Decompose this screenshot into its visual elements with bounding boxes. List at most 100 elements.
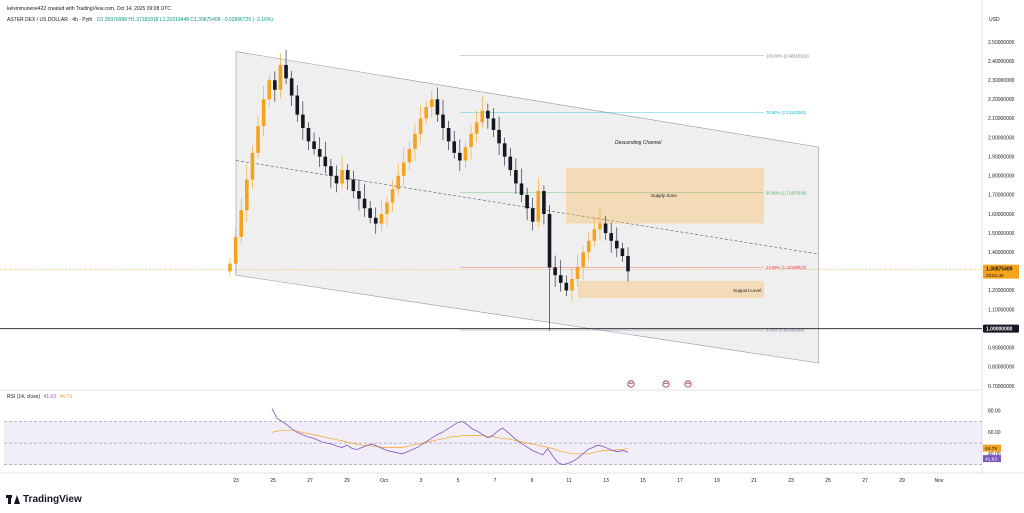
candle-body [379, 214, 384, 224]
candle-body [345, 170, 350, 180]
price-axis-tick: 1.10000000 [988, 307, 1015, 313]
event-flag-icon [662, 380, 670, 388]
currency-label[interactable]: USD [989, 17, 1000, 23]
candle-body [474, 122, 479, 134]
candle-body [469, 133, 473, 148]
price-axis-tick: 2.20000000 [988, 97, 1015, 103]
candle-body [441, 114, 445, 128]
candle-body [530, 208, 535, 222]
price-axis-tick: 1.50000000 [988, 231, 1015, 237]
candle-body [497, 129, 501, 144]
rsi-axis-tick: 80.00 [988, 409, 1001, 415]
candle-body [514, 170, 518, 184]
candle-body [267, 80, 272, 100]
candle-body [452, 141, 457, 153]
rsi-ma-tag [983, 444, 1001, 452]
price-axis-tick: 1.60000000 [988, 212, 1015, 218]
rsi-axis-tick: 40.00 [988, 452, 1001, 458]
candle-body [564, 282, 569, 291]
candle-body [312, 141, 316, 150]
symbol-legend: ASTER DEX / US DOLLAR · 4h · Pyth O1.359… [7, 17, 273, 23]
time-axis-tick: 27 [862, 478, 868, 484]
time-axis-tick: 23 [233, 478, 239, 484]
tradingview-logo-icon [6, 495, 20, 504]
symbol-title[interactable]: ASTER DEX / US DOLLAR · 4h · Pyth [7, 17, 93, 23]
candle-body [368, 208, 372, 218]
time-axis-tick: 25 [270, 478, 276, 484]
candle-body [413, 133, 417, 150]
price-axis-tick: 1.80000000 [988, 174, 1015, 180]
candle-body [570, 278, 574, 291]
candle-body [245, 179, 249, 211]
candle-body [486, 110, 490, 119]
event-flag-icon [685, 382, 691, 384]
level-price-value: 1.00000000 [986, 326, 1013, 332]
candle-body [508, 156, 513, 171]
price-axis-tick: 1.70000000 [988, 193, 1015, 199]
candle-body [239, 210, 244, 237]
candle-body [329, 166, 333, 176]
candle-body [603, 223, 608, 234]
time-axis-tick: 13 [603, 478, 609, 484]
candle-body [323, 156, 328, 167]
fib-level-label: 100.00% (2.42815919) [766, 53, 809, 58]
candle-body [575, 267, 580, 279]
countdown-value: 03:51:45 [986, 273, 1004, 278]
time-axis-tick: 17 [677, 478, 683, 484]
rsi-label[interactable]: RSI (14, close) [7, 394, 41, 400]
candle-body [284, 64, 288, 79]
candle-body [430, 99, 434, 107]
rsi-value: 41.63 [43, 394, 56, 400]
candle-body [306, 128, 311, 142]
rsi-line [271, 408, 629, 466]
candle-body [289, 78, 294, 96]
price-axis-tick: 1.40000000 [988, 250, 1015, 256]
rsi-axis-tick: 60.00 [988, 430, 1001, 436]
candle-body [385, 202, 389, 214]
candle-body [424, 106, 428, 119]
candle-body [390, 189, 395, 203]
candle-body [396, 175, 400, 190]
time-axis-tick: 21 [751, 478, 757, 484]
time-axis-tick: 5 [457, 478, 460, 484]
fib-level-label: 78.60% (2.13153362) [766, 110, 807, 115]
candle-body [598, 223, 602, 230]
candle-body [273, 80, 277, 90]
candle-body [435, 99, 440, 115]
candle-body [407, 149, 412, 163]
candle-body [233, 236, 238, 264]
candle-body [250, 152, 255, 180]
candle-body [334, 175, 339, 184]
candle-body [609, 233, 613, 241]
event-flag-icon [627, 380, 635, 388]
time-axis-tick: 15 [640, 478, 646, 484]
price-axis-tick: 1.90000000 [988, 154, 1015, 160]
candle-body [525, 194, 529, 209]
time-axis-tick: 27 [307, 478, 313, 484]
candle-body [256, 126, 260, 153]
author-line: kelvinmunene422 created with TradingView… [7, 6, 171, 12]
rsi-value-tag [983, 455, 1001, 463]
candle-body [547, 214, 552, 268]
candle-body [542, 191, 546, 214]
current-price-tag [983, 264, 1019, 279]
price-axis-tick: 2.30000000 [988, 78, 1015, 84]
candle-body [626, 256, 630, 272]
tradingview-logo[interactable]: TradingView [6, 494, 82, 505]
candle-body [592, 229, 597, 241]
tradingview-logo-text: TradingView [23, 494, 82, 505]
current-price-value: 1.30875409 [986, 266, 1013, 272]
event-flag-icon [663, 382, 669, 384]
candle-body [418, 118, 423, 134]
candle-body [502, 143, 507, 157]
candle-body [401, 162, 406, 176]
time-axis-tick: Oct [380, 478, 388, 484]
fib-level-label: 0.00% (0.99249294) [766, 328, 805, 333]
time-axis-tick: 23 [788, 478, 794, 484]
time-axis-tick: 9 [531, 478, 534, 484]
candle-body [480, 110, 485, 123]
channel-label: Descending Channel [615, 140, 662, 146]
candle-body [586, 240, 591, 253]
price-axis-tick: 1.20000000 [988, 288, 1015, 294]
